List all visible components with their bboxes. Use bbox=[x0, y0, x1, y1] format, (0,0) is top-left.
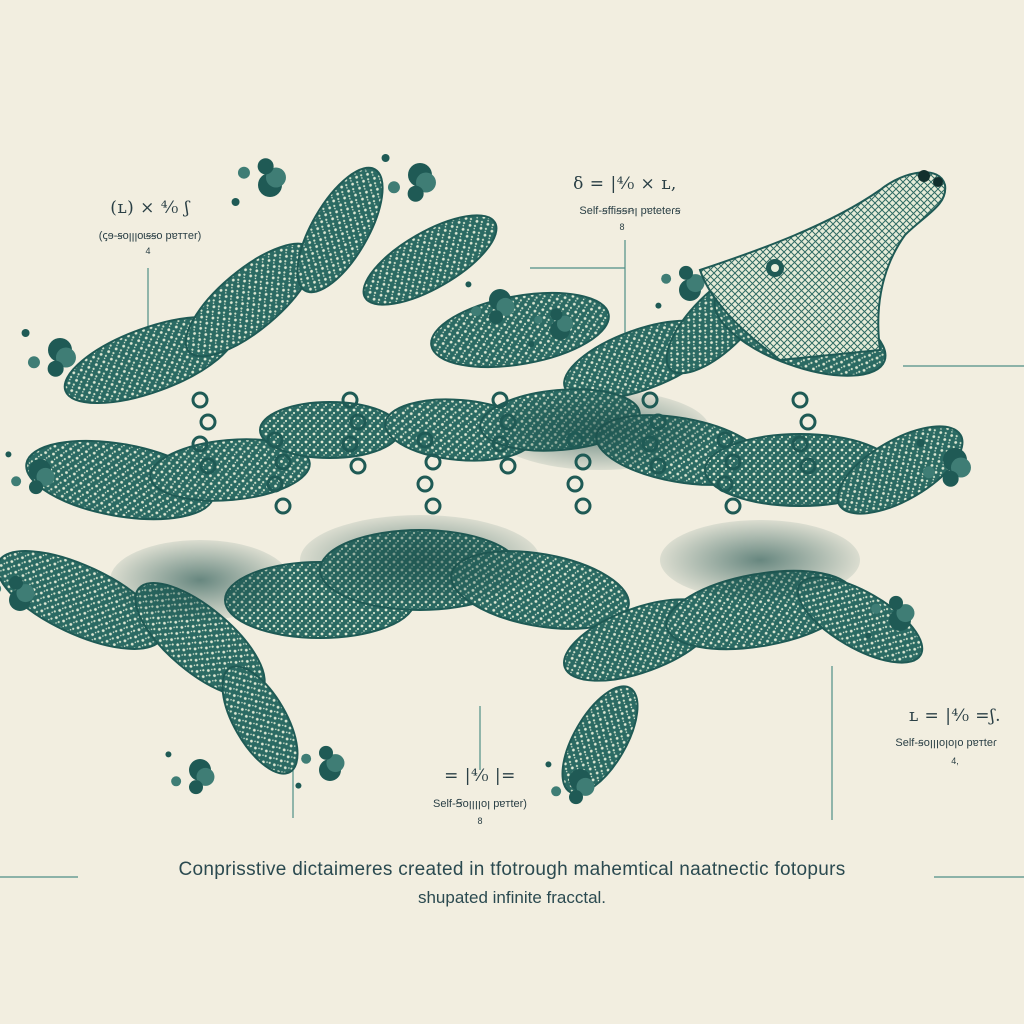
annotation-3-description: Self-ꞩoꞁꞁꞁoꞁoꞁo pɐᴛteɾ bbox=[895, 737, 997, 749]
annotation-4-description: Self-Ꞩoꞁꞁꞁꞁoꞁ pɐᴛter) bbox=[433, 798, 527, 810]
caption-line-2: shupated infinite fracctal. bbox=[417, 888, 607, 907]
annotation-1-description: (ꞔɘ-ꞩoꞁꞁꞁoɩꞩꞩo pɐᴛᴛer) bbox=[98, 230, 202, 242]
annotation-1-mark: 4 bbox=[145, 246, 151, 256]
fractal-creature-icon bbox=[698, 170, 947, 362]
annotation-2-description: Self-ꞩffiꞩꞩꞥꞁ pɐteteɾꞩ bbox=[579, 205, 681, 217]
annotation-3-mark: 4, bbox=[951, 756, 959, 766]
fractal-body bbox=[0, 154, 971, 805]
annotation-2-formula: δ = |⁴⁄₀ × ʟ, bbox=[573, 174, 677, 194]
annotation-3-formula: ʟ = |⁴⁄₀ =ʃ. bbox=[908, 706, 1002, 726]
annotation-2-mark: 8 bbox=[619, 222, 625, 232]
caption-line-1: Conprisstive dictaimeres created in tfot… bbox=[178, 859, 846, 880]
annotation-4-mark: 8 bbox=[477, 816, 483, 826]
annotation-1-formula: (ʟ) × ⁴⁄₀ ʃ bbox=[110, 198, 190, 218]
annotation-4-formula: = |⁴⁄₀ |= bbox=[444, 766, 516, 786]
